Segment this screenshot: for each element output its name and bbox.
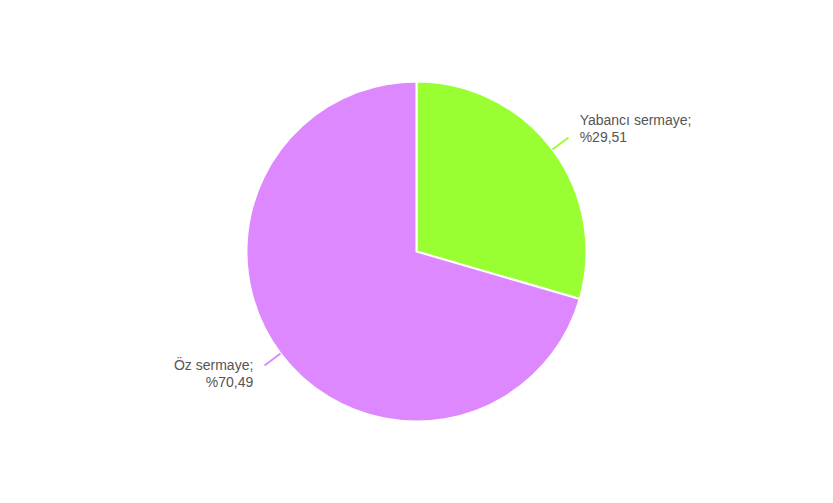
svg-text:Yabancı sermaye;%29,51: Yabancı sermaye;%29,51 [580, 112, 692, 145]
svg-text:Öz sermaye;%70,49: Öz sermaye;%70,49 [174, 356, 254, 390]
